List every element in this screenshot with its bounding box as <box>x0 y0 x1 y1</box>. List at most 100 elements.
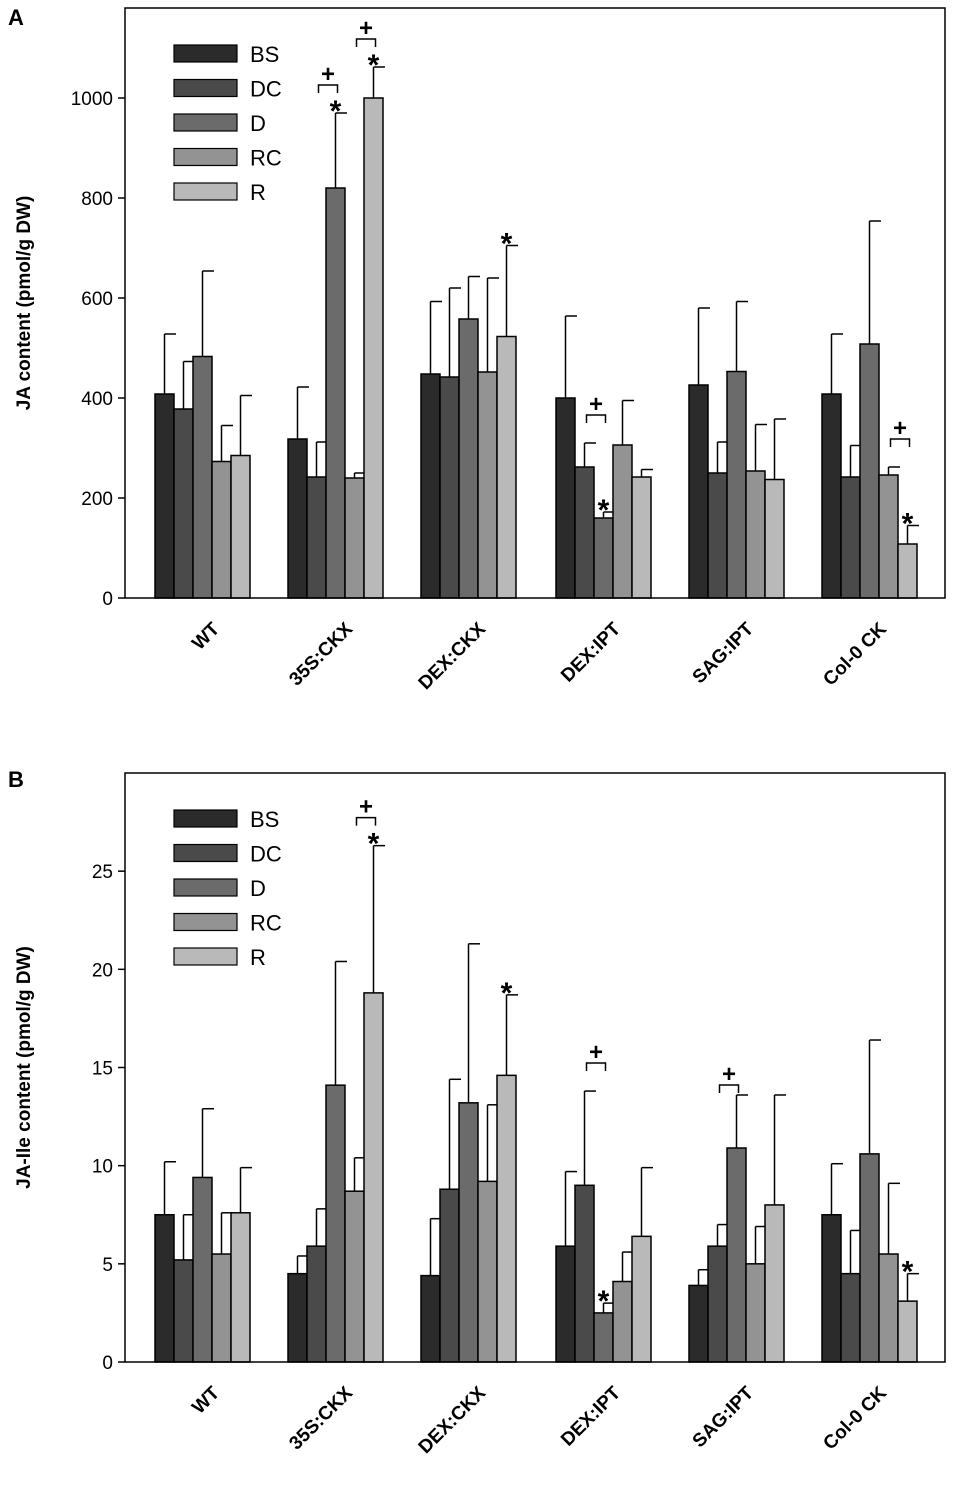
legend-label: RC <box>250 911 282 936</box>
x-tick-label: 35S:CKX <box>285 618 357 690</box>
bar-R-35S:CKX <box>363 992 384 1363</box>
x-tick-label: WT <box>188 1382 224 1418</box>
bar-BS-WT <box>154 1214 175 1363</box>
x-tick-label: Col-0 CK <box>819 1382 891 1454</box>
significance-bracket <box>889 438 911 447</box>
bar-R-DEX:CKX <box>496 335 517 599</box>
bar-DC-WT <box>173 1259 194 1363</box>
bar-BS-DEX:IPT <box>555 397 576 599</box>
significance-asterisk: * <box>368 49 380 82</box>
bar-BS-Col-0 CK <box>821 393 842 599</box>
x-tick-label: WT <box>188 618 224 654</box>
bar-R-Col-0 CK <box>897 1300 918 1363</box>
bar-DC-Col-0 CK <box>840 1272 861 1363</box>
bar-D-DEX:IPT <box>593 1312 614 1363</box>
bar-RC-Col-0 CK <box>878 474 899 599</box>
legend-swatch-BS <box>173 809 238 828</box>
x-tick-label: SAG:IPT <box>689 1382 759 1452</box>
legend-swatch-DC <box>173 78 238 98</box>
bar-RC-WT <box>211 460 232 599</box>
significance-plus: + <box>359 794 373 821</box>
significance-bracket <box>317 84 339 93</box>
x-tick-label: DEX:IPT <box>557 618 625 686</box>
legend-label: D <box>250 111 266 136</box>
bar-D-Col-0 CK <box>859 343 880 599</box>
bar-D-35S:CKX <box>325 1084 346 1363</box>
significance-bracket <box>585 1062 607 1072</box>
legend-label: DC <box>250 77 282 102</box>
bar-D-DEX:IPT <box>593 517 614 599</box>
chart-panel-A: A 0 200 400 600 800 1000 JA content (pmol/g DW)… <box>8 5 946 694</box>
bar-DC-Col-0 CK <box>840 476 861 599</box>
significance-bracket <box>718 1084 740 1093</box>
y-tick-label: 200 <box>81 489 113 510</box>
x-tick-label: SAG:IPT <box>689 618 759 688</box>
bar-RC-DEX:IPT <box>612 1280 633 1363</box>
chart-panel-B: B 0 5 10 15 20 25 JA-Ile content (pmol/g DW) * * *… <box>8 767 946 1458</box>
plot-frame <box>124 7 946 599</box>
panel-label: A <box>8 5 24 30</box>
significance-plus: + <box>589 391 603 418</box>
legend-swatch-D <box>173 878 238 897</box>
bar-DC-SAG:IPT <box>707 1245 728 1363</box>
bar-D-SAG:IPT <box>726 370 747 599</box>
bar-RC-35S:CKX <box>344 477 365 599</box>
legend-swatch-R <box>173 947 238 966</box>
bar-RC-WT <box>211 1253 232 1363</box>
bar-BS-Col-0 CK <box>821 1214 842 1363</box>
significance-bracket <box>585 414 607 423</box>
x-tick-label: DEX:IPT <box>557 1382 625 1450</box>
significance-asterisk: * <box>598 494 610 527</box>
bar-D-DEX:CKX <box>458 318 479 599</box>
y-tick-label: 15 <box>92 1059 113 1080</box>
y-axis-label: JA-Ile content (pmol/g DW) <box>14 946 35 1189</box>
bar-DC-35S:CKX <box>306 476 327 599</box>
bar-DC-SAG:IPT <box>707 472 728 599</box>
significance-asterisk: * <box>598 1285 610 1318</box>
significance-asterisk: * <box>368 828 380 861</box>
bar-D-Col-0 CK <box>859 1153 880 1363</box>
bar-BS-WT <box>154 393 175 599</box>
bar-D-35S:CKX <box>325 187 346 599</box>
bar-BS-SAG:IPT <box>688 384 709 599</box>
bar-DC-DEX:IPT <box>574 1184 595 1363</box>
bar-RC-Col-0 CK <box>878 1253 899 1363</box>
plot-frame <box>124 772 946 1363</box>
bar-R-WT <box>230 454 251 599</box>
legend-swatch-D <box>173 113 238 132</box>
bar-RC-SAG:IPT <box>745 470 766 599</box>
y-tick-label: 10 <box>92 1157 113 1178</box>
y-tick-label: 25 <box>92 862 113 883</box>
legend-label: DC <box>250 842 282 867</box>
legend-label: R <box>250 945 266 970</box>
legend-label: R <box>250 180 266 205</box>
bar-BS-DEX:CKX <box>420 1274 441 1363</box>
bar-BS-35S:CKX <box>287 1272 308 1363</box>
bar-D-SAG:IPT <box>726 1147 747 1363</box>
y-tick-label: 20 <box>92 960 113 981</box>
x-tick-label: 35S:CKX <box>285 1382 357 1454</box>
y-tick-label: 0 <box>102 1353 113 1374</box>
legend-swatch-RC <box>173 147 238 167</box>
bar-RC-DEX:CKX <box>477 371 498 599</box>
significance-plus: + <box>893 415 907 442</box>
bar-R-SAG:IPT <box>764 1204 785 1363</box>
significance-plus: + <box>359 15 373 42</box>
bar-D-WT <box>192 355 213 599</box>
legend-swatch-RC <box>173 912 238 932</box>
bar-BS-DEX:IPT <box>555 1245 576 1363</box>
bar-DC-WT <box>173 408 194 599</box>
bar-D-DEX:CKX <box>458 1102 479 1363</box>
bar-DC-35S:CKX <box>306 1245 327 1363</box>
bar-R-DEX:CKX <box>496 1074 517 1363</box>
bar-RC-35S:CKX <box>344 1190 365 1363</box>
y-tick-label: 400 <box>81 389 113 410</box>
legend-label: BS <box>250 42 279 67</box>
significance-asterisk: * <box>501 977 513 1010</box>
bar-RC-DEX:CKX <box>477 1180 498 1363</box>
bar-R-WT <box>230 1212 251 1363</box>
bar-R-35S:CKX <box>363 97 384 599</box>
significance-asterisk: * <box>330 95 342 128</box>
y-tick-label: 1000 <box>71 89 113 110</box>
